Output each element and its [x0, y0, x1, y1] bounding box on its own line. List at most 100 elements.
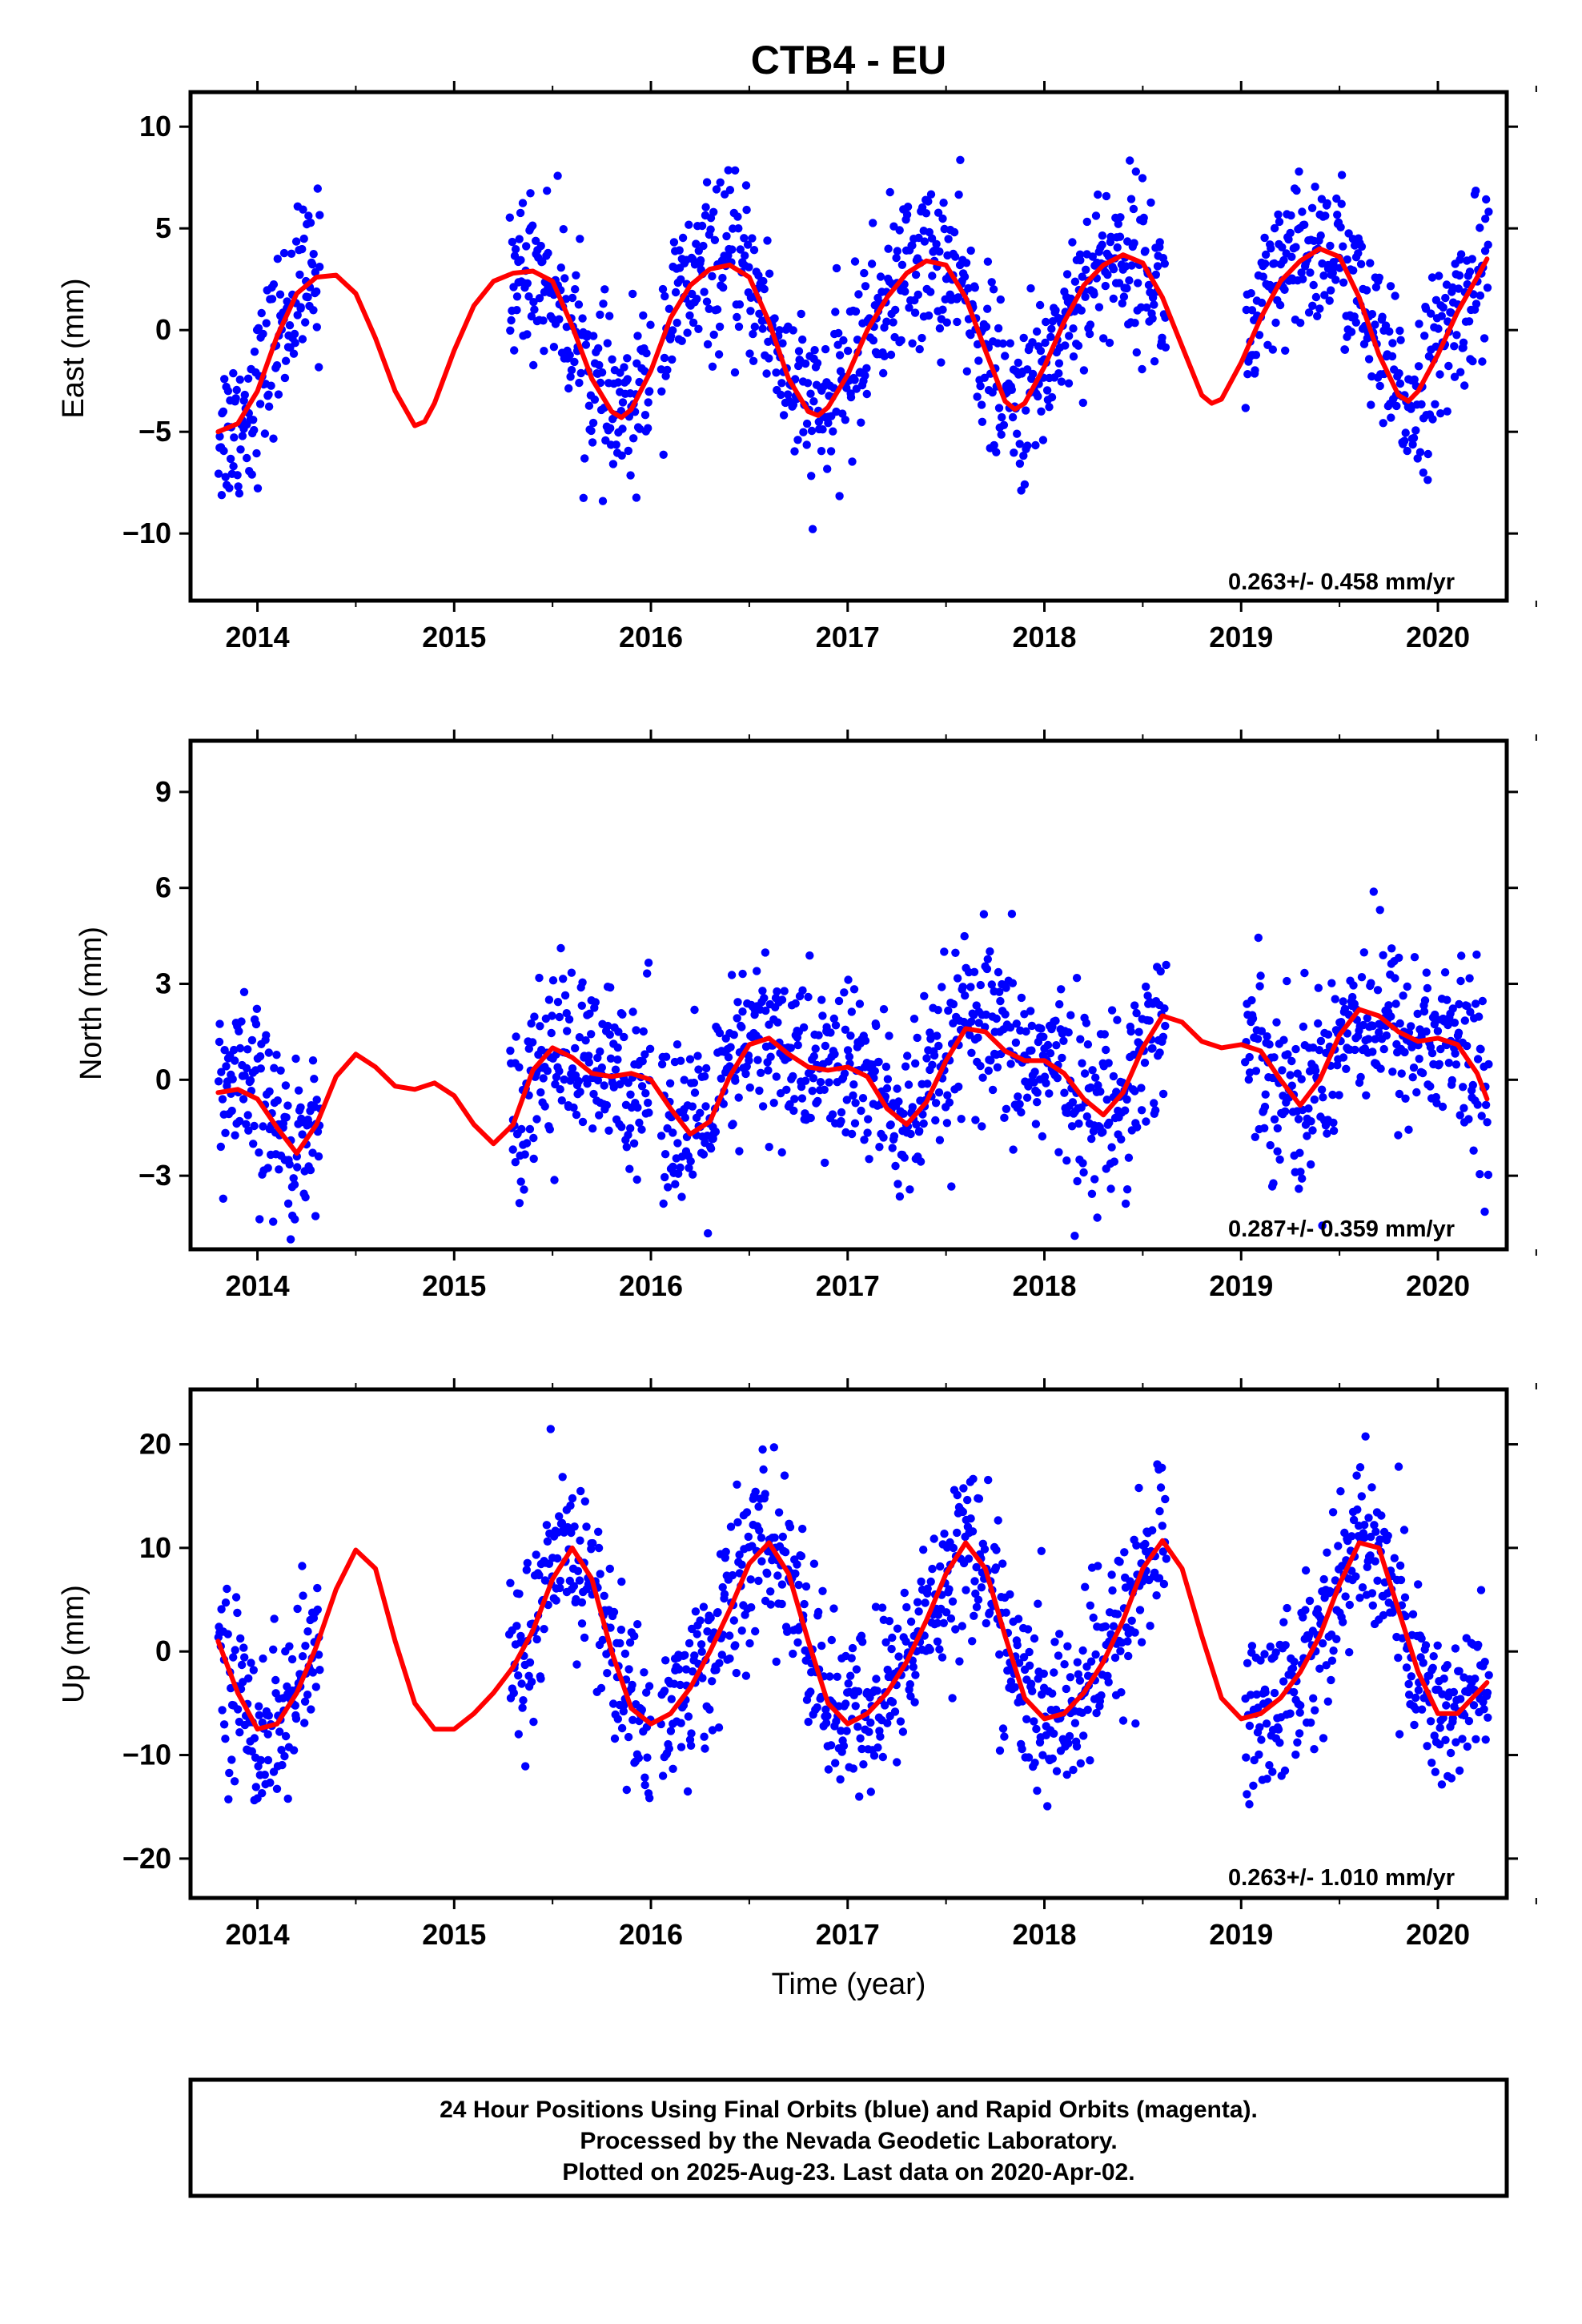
data-point [1429, 1652, 1438, 1661]
data-point [1396, 336, 1405, 344]
data-point [1103, 1671, 1112, 1680]
data-point [987, 980, 997, 989]
data-point [240, 1653, 249, 1662]
data-point [1252, 1690, 1261, 1699]
data-point [1329, 1647, 1338, 1655]
data-point [578, 978, 587, 987]
data-point [235, 489, 244, 498]
data-point [1038, 436, 1048, 444]
data-point [737, 1626, 746, 1635]
data-point [1242, 1753, 1251, 1762]
data-point [298, 1130, 307, 1139]
data-point [685, 311, 694, 320]
data-point [233, 1705, 243, 1714]
data-point [594, 1543, 604, 1553]
panel-east: 2014 2015 2016 2017 2018 2019 2020−10−50510Eas… [57, 81, 1537, 653]
data-point [817, 447, 826, 456]
data-point [1430, 1731, 1439, 1740]
data-point [617, 1577, 626, 1586]
data-point [1297, 1075, 1306, 1084]
data-point [1155, 238, 1164, 247]
data-point [818, 1011, 827, 1020]
data-point [789, 1106, 798, 1116]
data-point [725, 1654, 734, 1663]
data-point [1286, 1709, 1295, 1718]
data-point [217, 1605, 226, 1614]
data-point [1329, 1118, 1338, 1128]
data-point [893, 1180, 902, 1188]
data-point [1037, 1024, 1046, 1033]
data-point [620, 1701, 628, 1710]
data-point [543, 1537, 552, 1546]
data-point [558, 1473, 567, 1482]
data-point [916, 1157, 926, 1166]
data-point [950, 227, 959, 237]
data-point [716, 178, 725, 187]
data-point [1388, 339, 1397, 348]
data-point [584, 401, 594, 410]
data-point [301, 1192, 310, 1202]
data-point [239, 987, 249, 997]
data-point [926, 1035, 935, 1043]
data-point [251, 1783, 260, 1791]
data-point [1086, 1083, 1095, 1092]
data-point [1394, 1653, 1403, 1663]
data-point [974, 1494, 984, 1503]
data-point [540, 1102, 549, 1111]
data-point [772, 1072, 781, 1081]
data-point [1314, 983, 1323, 992]
data-point [914, 1607, 923, 1616]
chart-title: CTB4 - EU [751, 38, 946, 82]
data-point [745, 1056, 753, 1065]
data-point [1443, 1661, 1452, 1670]
data-point [979, 910, 989, 919]
data-point [1141, 247, 1150, 255]
data-point [640, 1050, 649, 1059]
data-point [940, 947, 949, 956]
data-point [1375, 381, 1384, 391]
data-point [1474, 1640, 1483, 1650]
data-point [913, 1033, 921, 1043]
data-point [727, 971, 737, 979]
data-point [685, 1164, 693, 1172]
data-point [583, 1080, 592, 1088]
data-point [1047, 324, 1056, 333]
data-point [742, 1508, 752, 1517]
data-point [644, 424, 652, 432]
data-point [1357, 1492, 1367, 1501]
data-point [1158, 1089, 1168, 1099]
data-point [252, 448, 261, 458]
y-tick-label: 6 [155, 871, 171, 904]
data-point [642, 1688, 651, 1697]
data-point [1444, 361, 1453, 371]
data-point [1484, 1170, 1493, 1180]
data-point [781, 1548, 790, 1557]
data-point [1057, 985, 1066, 994]
data-point [306, 1165, 315, 1175]
data-point [1307, 203, 1317, 212]
data-point [811, 1044, 820, 1053]
y-tick-label: −10 [122, 1739, 171, 1771]
data-point [802, 419, 812, 428]
data-point [252, 1004, 262, 1014]
data-point [1124, 1651, 1133, 1661]
data-point [1301, 1566, 1311, 1575]
data-point [521, 1762, 530, 1771]
data-point [675, 1665, 684, 1674]
data-point [855, 1792, 864, 1801]
data-point [1115, 232, 1125, 241]
data-point [567, 1528, 576, 1538]
data-point [1357, 973, 1367, 982]
data-point [976, 1061, 985, 1071]
data-point [645, 1794, 654, 1803]
data-point [1150, 1099, 1158, 1108]
data-point [997, 430, 1006, 439]
data-point [806, 389, 815, 398]
data-point [1347, 1532, 1356, 1541]
data-point [1007, 910, 1017, 919]
data-point [604, 1021, 612, 1031]
data-point [1140, 1058, 1150, 1068]
data-point [848, 457, 857, 466]
data-point [548, 1011, 556, 1020]
data-point [506, 1046, 515, 1055]
